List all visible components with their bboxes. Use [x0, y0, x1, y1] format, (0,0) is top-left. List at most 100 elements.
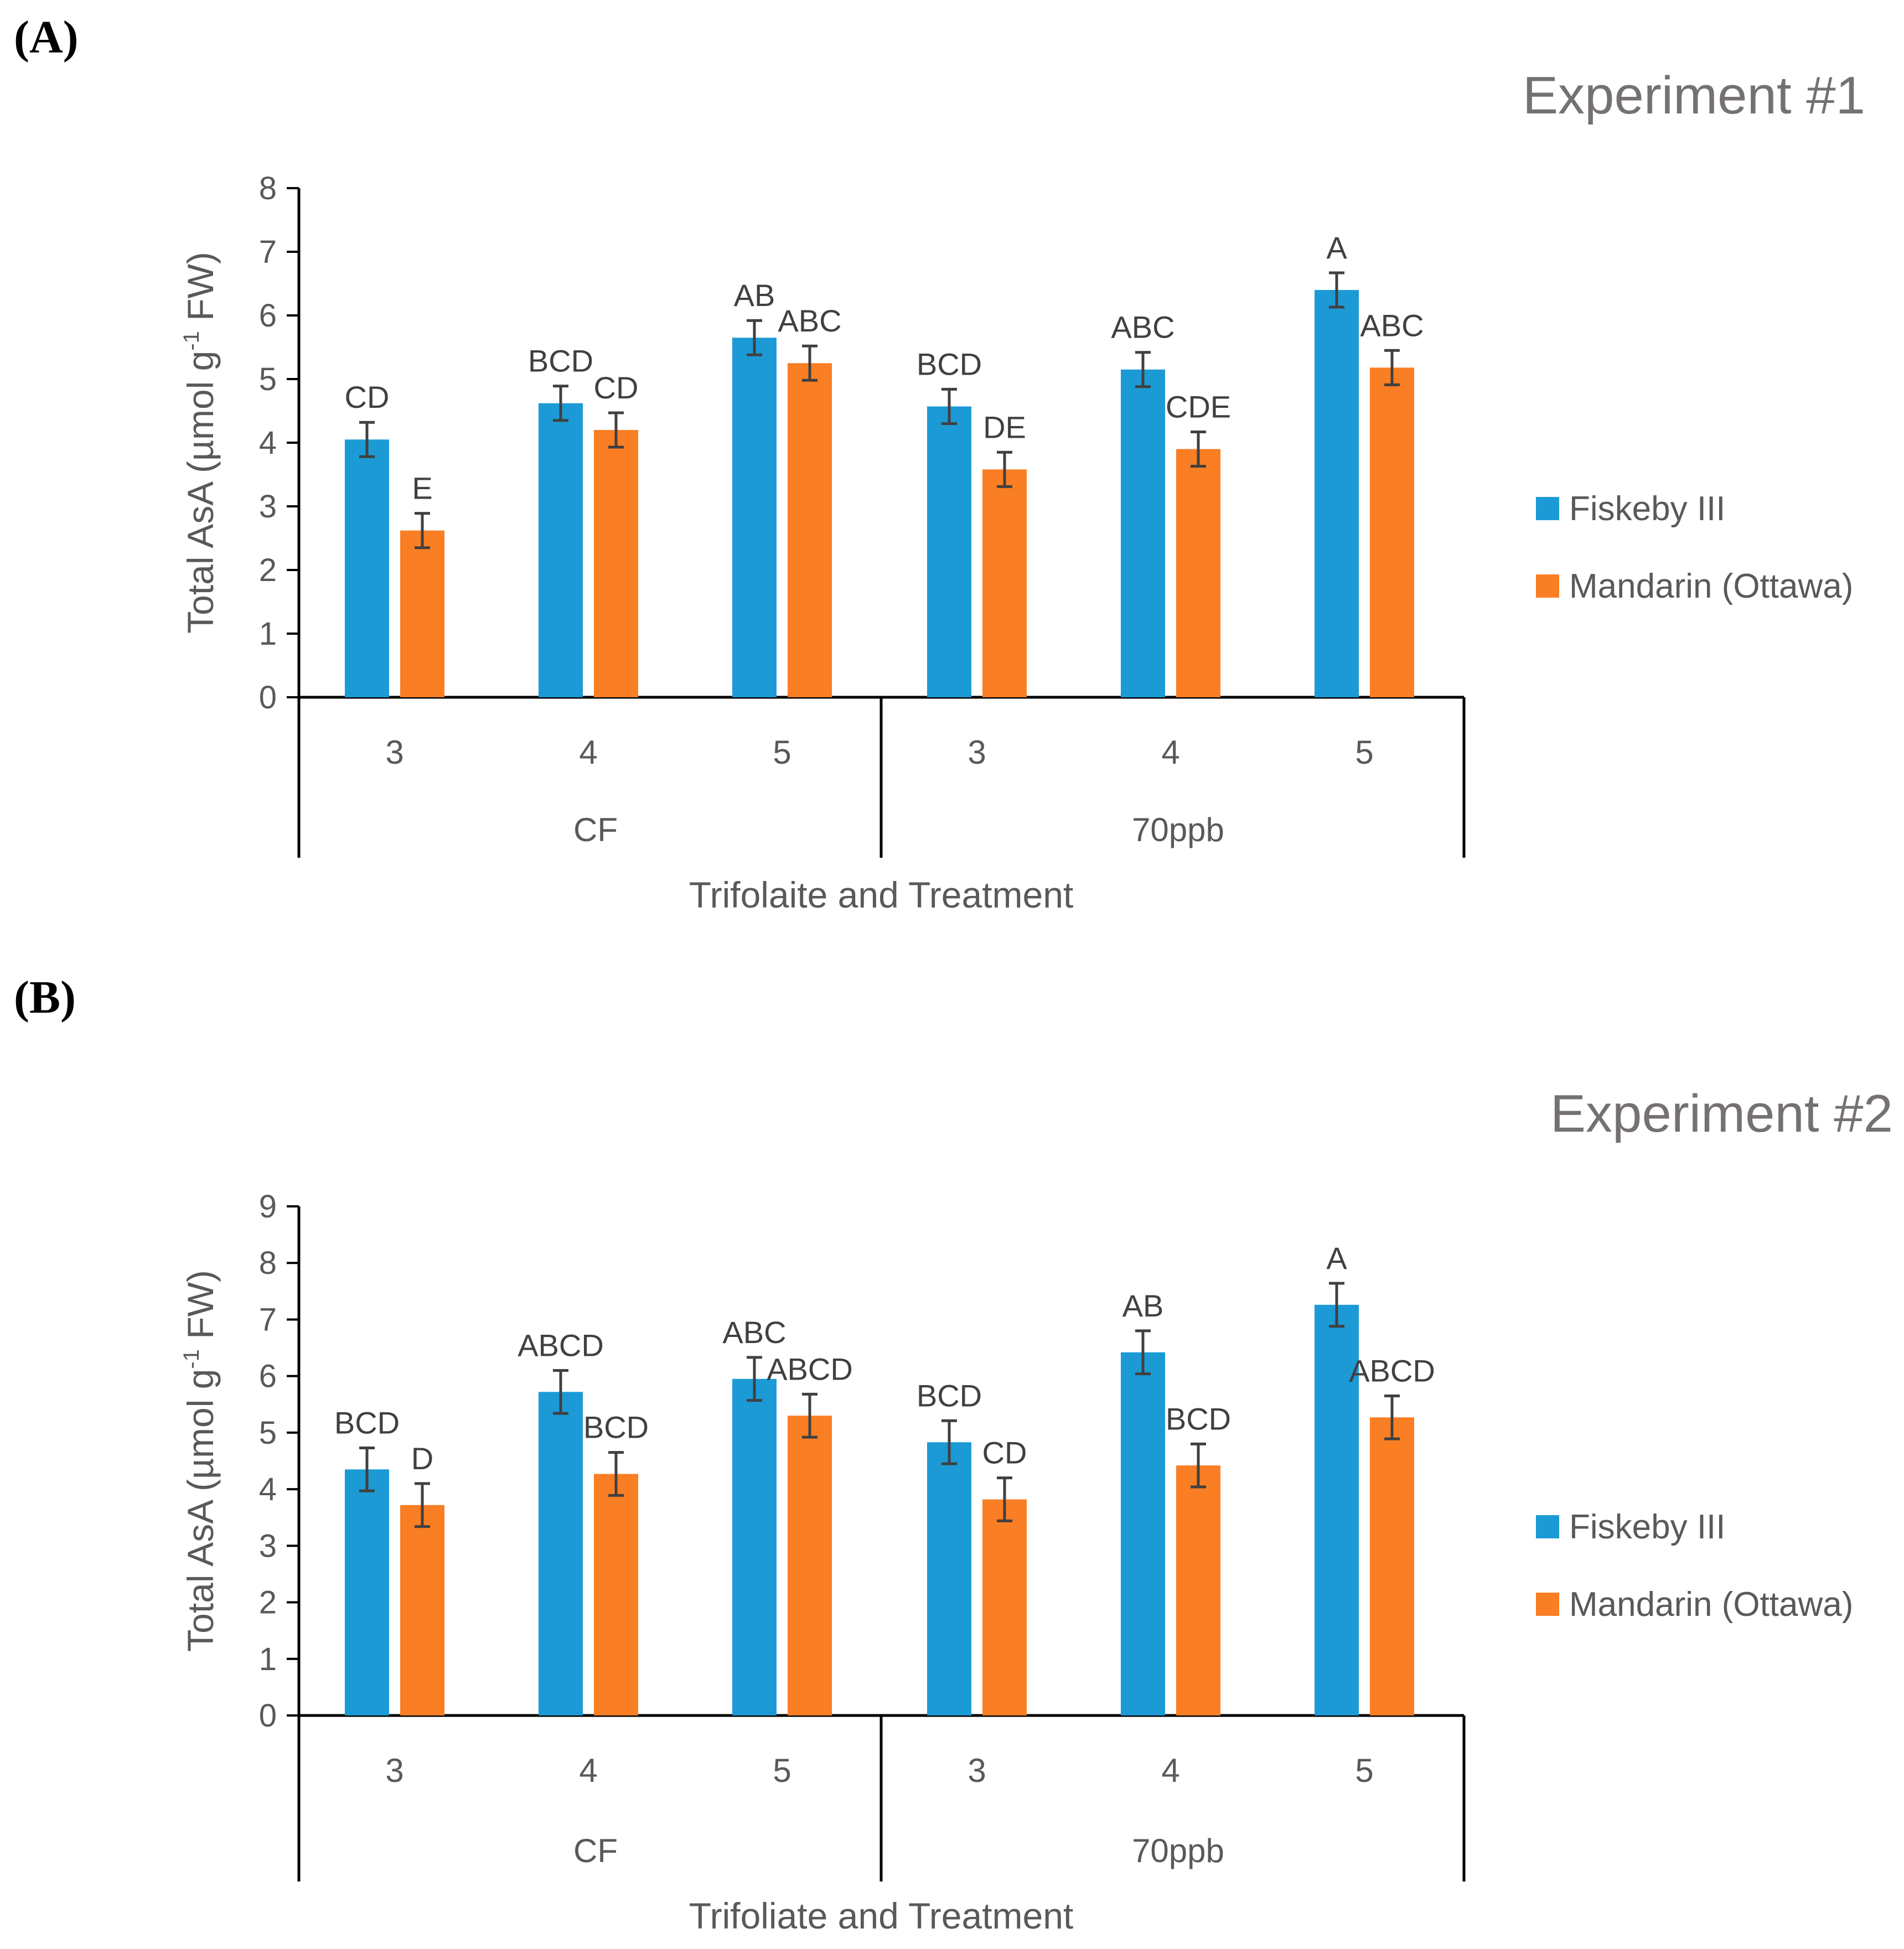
- x-category-label: 5: [773, 1752, 791, 1789]
- bar-mandarin: [788, 363, 832, 697]
- bar-mandarin: [400, 1505, 444, 1715]
- y-tick-label: 6: [259, 1359, 277, 1395]
- x-group-label: CF: [573, 811, 618, 848]
- legend-label: Fiskeby III: [1569, 490, 1726, 528]
- panel-label: (B): [14, 972, 76, 1023]
- bar-fiskeby: [539, 1392, 583, 1715]
- bar-fiskeby: [539, 403, 583, 697]
- bar-fiskeby: [1315, 1304, 1359, 1715]
- bar-mandarin: [788, 1416, 832, 1715]
- bar-fiskeby: [732, 338, 777, 697]
- y-axis-title: Total AsA (µmol g-1 FW): [179, 252, 221, 634]
- significance-letter: A: [1326, 1241, 1347, 1276]
- significance-letter: ABC: [1111, 310, 1175, 345]
- bar-mandarin: [982, 469, 1027, 697]
- significance-letter: D: [411, 1441, 433, 1476]
- significance-letter: CD: [982, 1435, 1027, 1470]
- x-category-label: 3: [385, 734, 403, 771]
- y-axis-title-superscript: -1: [179, 1349, 204, 1369]
- y-tick-label: 5: [259, 361, 277, 397]
- chart-title: Experiment #1: [1523, 66, 1865, 125]
- significance-letter: BCD: [334, 1405, 400, 1440]
- significance-letter: CDE: [1166, 389, 1231, 424]
- y-axis-title-end: FW): [180, 1270, 221, 1349]
- chart-panel-b: (B) Experiment #2 0 1 2 3 4 5 6 7 8 9 Total AsA (µmo…: [14, 972, 1893, 1936]
- significance-letter: ABCD: [518, 1328, 604, 1362]
- significance-letter: ABC: [778, 303, 841, 338]
- y-tick-label: 8: [259, 170, 277, 206]
- x-category-label: 4: [1161, 734, 1179, 771]
- x-category-label: 5: [1355, 734, 1373, 771]
- significance-letter: A: [1326, 230, 1347, 265]
- significance-letter: ABC: [722, 1315, 786, 1350]
- bar-fiskeby: [927, 406, 971, 697]
- legend-label: Fiskeby III: [1569, 1508, 1726, 1546]
- significance-letter: ABCD: [1349, 1353, 1435, 1388]
- significance-letter: AB: [1122, 1288, 1164, 1323]
- chart-panel-a: (A) Experiment #1 0 1 2 3 4 5 6 7 8 Total AsA (µmol…: [14, 12, 1865, 915]
- significance-letter: CD: [594, 370, 639, 405]
- x-category-label: 4: [1161, 1752, 1179, 1789]
- x-category-label: 5: [773, 734, 791, 771]
- x-category-label: 5: [1355, 1752, 1373, 1789]
- bar-fiskeby: [345, 439, 389, 697]
- bar-fiskeby: [1315, 290, 1359, 697]
- bar-fiskeby: [732, 1378, 777, 1715]
- significance-letter: DE: [983, 410, 1026, 444]
- y-tick-label: 5: [259, 1415, 277, 1451]
- y-tick-label: 3: [259, 1528, 277, 1564]
- bar-mandarin: [594, 1474, 638, 1715]
- x-category-label: 4: [579, 1752, 597, 1789]
- y-axis-title: Total AsA (µmol g-1 FW): [179, 1270, 221, 1652]
- bar-fiskeby: [1121, 1352, 1165, 1715]
- y-tick-label: 4: [259, 425, 277, 461]
- legend-swatch: [1536, 1593, 1559, 1616]
- legend-swatch: [1536, 574, 1559, 598]
- x-group-label: CF: [573, 1832, 618, 1869]
- x-axis-title: Trifoliate and Treatment: [689, 1895, 1074, 1936]
- bar-mandarin: [1370, 1417, 1414, 1715]
- y-tick-label: 8: [259, 1245, 277, 1281]
- significance-letter: E: [412, 471, 432, 506]
- y-axis-title-superscript: -1: [179, 331, 204, 351]
- significance-letter: ABC: [1360, 308, 1424, 343]
- x-category-label: 3: [385, 1752, 403, 1789]
- significance-letter: AB: [734, 278, 775, 313]
- legend: Fiskeby III Mandarin (Ottawa): [1536, 1508, 1853, 1624]
- legend-swatch: [1536, 1515, 1559, 1538]
- y-tick-label: 1: [259, 1641, 277, 1677]
- y-tick-label: 6: [259, 298, 277, 334]
- bar-mandarin: [400, 530, 444, 697]
- x-group-label: 70ppb: [1132, 1832, 1224, 1869]
- legend-label: Mandarin (Ottawa): [1569, 567, 1853, 605]
- bar-mandarin: [982, 1499, 1027, 1715]
- y-axis-title-end: FW): [180, 252, 221, 331]
- y-axis-title-main: Total AsA (µmol g: [180, 351, 221, 634]
- legend-label: Mandarin (Ottawa): [1569, 1585, 1853, 1624]
- bar-mandarin: [1176, 449, 1220, 697]
- x-category-label: 4: [579, 734, 597, 771]
- y-tick-label: 7: [259, 234, 277, 270]
- y-tick-label: 7: [259, 1302, 277, 1338]
- x-category-label: 3: [967, 1752, 986, 1789]
- bar-fiskeby: [1121, 369, 1165, 697]
- bar-mandarin: [594, 430, 638, 697]
- y-tick-label: 1: [259, 616, 277, 652]
- y-tick-label: 2: [259, 1585, 277, 1621]
- chart-title: Experiment #2: [1550, 1084, 1893, 1143]
- significance-letter: BCD: [528, 344, 593, 379]
- significance-letter: BCD: [917, 1378, 982, 1413]
- bar-fiskeby: [345, 1469, 389, 1715]
- y-tick-label: 0: [259, 1698, 277, 1734]
- y-tick-label: 0: [259, 680, 277, 716]
- significance-letter: ABCD: [767, 1351, 853, 1386]
- x-category-label: 3: [967, 734, 986, 771]
- x-group-label: 70ppb: [1132, 811, 1224, 848]
- bar-mandarin: [1370, 367, 1414, 697]
- x-axis-title: Trifolaite and Treatment: [689, 874, 1074, 915]
- bar-mandarin: [1176, 1465, 1220, 1715]
- legend-swatch: [1536, 497, 1559, 520]
- y-tick-label: 2: [259, 552, 277, 588]
